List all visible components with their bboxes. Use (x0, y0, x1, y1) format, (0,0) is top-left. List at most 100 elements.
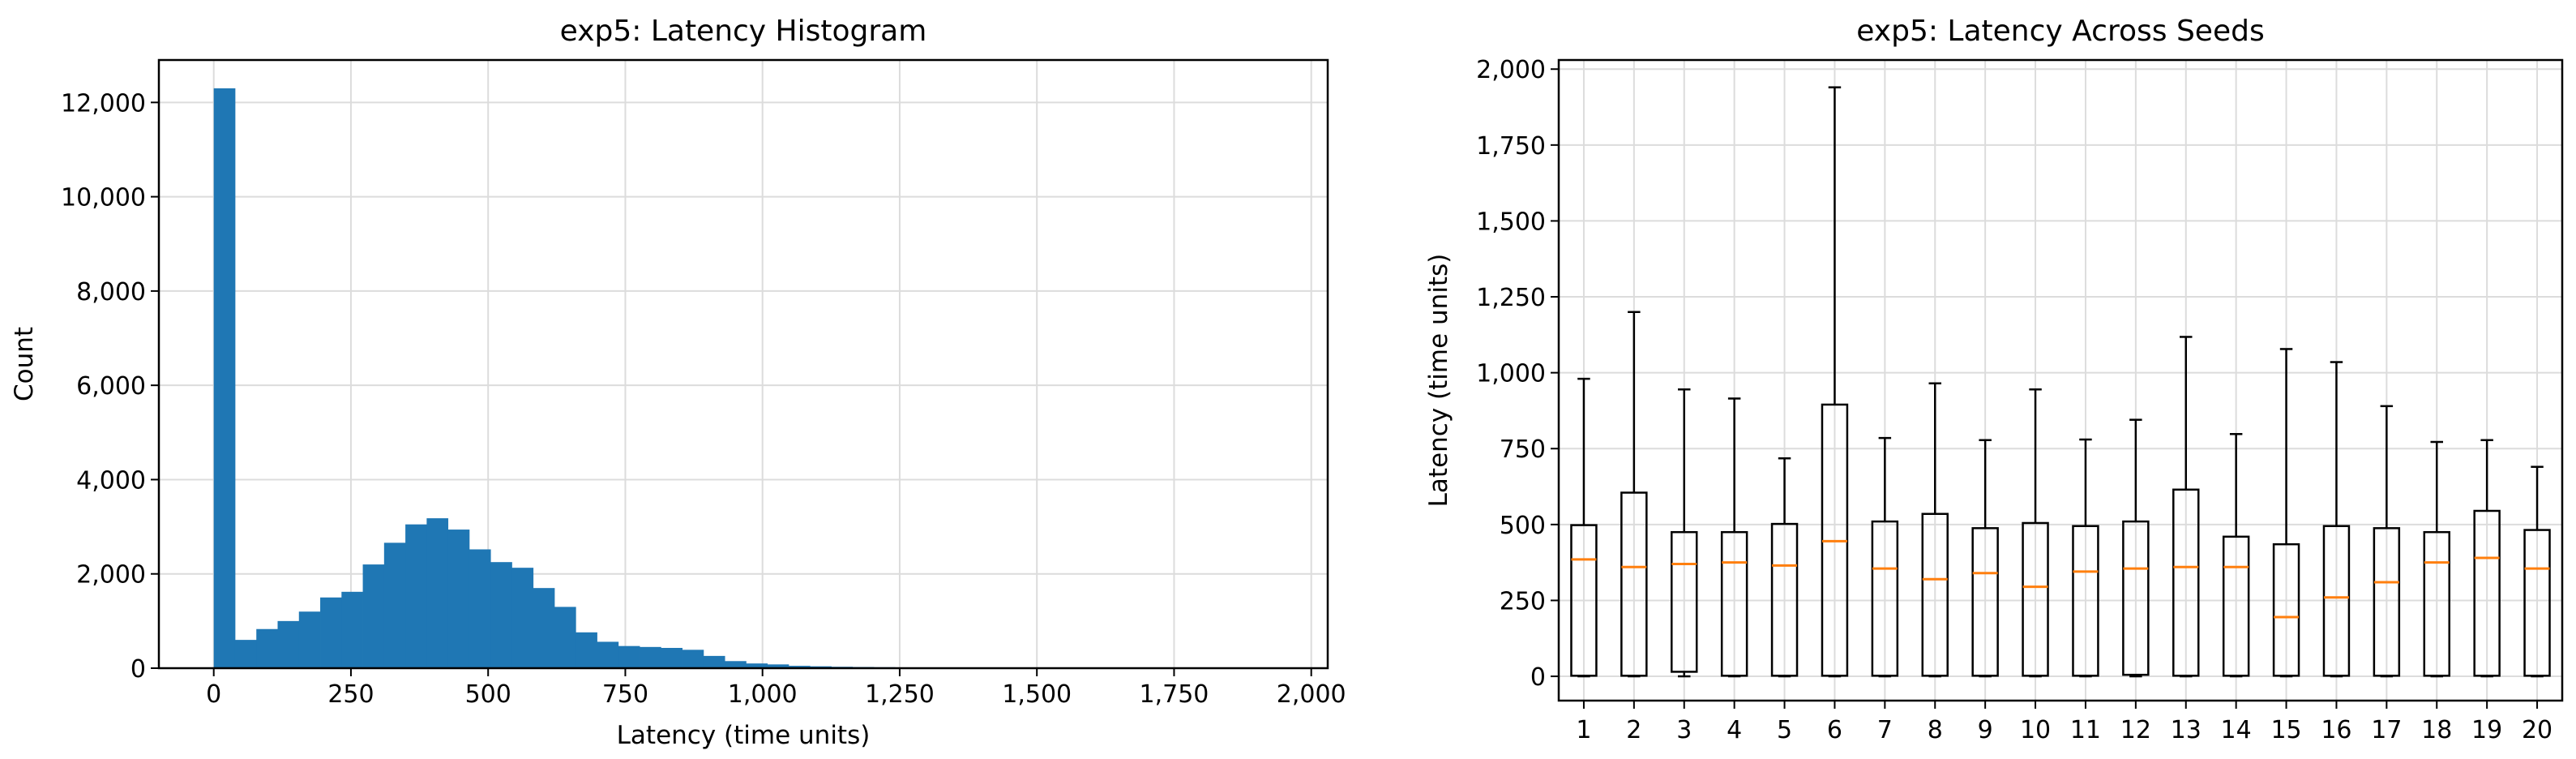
histogram-bar (618, 645, 640, 668)
histogram-x-tick-label: 2,000 (1277, 680, 1346, 709)
box-seed-9 (1971, 439, 1999, 678)
histogram-x-tick-label: 0 (206, 680, 221, 709)
boxplot-y-tick-label: 750 (1500, 435, 1546, 464)
box-seed-2 (1620, 311, 1648, 678)
box-iqr (2322, 525, 2351, 677)
boxplot-y-ticks: 0 250 500 750 1,000 1,250 1,500 1,750 2,000 (1476, 56, 1559, 692)
box-seed-3 (1671, 388, 1698, 678)
boxplot-x-tick-label: 17 (2371, 716, 2402, 744)
boxplot-grid (1559, 60, 2562, 701)
histogram-bar (469, 549, 491, 668)
boxplot-x-tick-label: 2 (1626, 716, 1641, 744)
box-iqr (1671, 530, 1698, 673)
box-seed-11 (2072, 438, 2099, 678)
histogram-bar (298, 611, 321, 668)
histogram-x-tick-label: 500 (465, 680, 511, 709)
boxplot-boxes (1570, 86, 2551, 678)
histogram-title: exp5: Latency Histogram (560, 15, 927, 48)
boxplot-x-tick-label: 12 (2120, 716, 2151, 744)
boxplot-x-tick-label: 1 (1576, 716, 1591, 744)
histogram-bar (767, 664, 789, 668)
box-iqr (1971, 527, 1999, 677)
box-iqr (1921, 512, 1949, 677)
box-iqr (2423, 530, 2450, 677)
boxplot-y-tick-label: 1,000 (1476, 360, 1546, 388)
histogram-bar (703, 655, 725, 668)
box-iqr (1620, 491, 1648, 677)
histogram-bar (576, 632, 597, 668)
box-seed-1 (1570, 377, 1598, 678)
box-iqr (1570, 524, 1598, 677)
boxplot-y-tick-label: 500 (1500, 512, 1546, 540)
histogram-bar (661, 648, 683, 668)
box-iqr (2022, 521, 2049, 677)
histogram-bar (597, 641, 619, 668)
histogram-x-tick-label: 1,250 (865, 680, 935, 709)
box-seed-13 (2172, 336, 2200, 678)
histogram-bar (511, 568, 534, 668)
histogram-x-ticks: 0 250 500 750 1,000 1,250 1,500 1,750 2,000 (206, 668, 1346, 709)
box-iqr (2473, 509, 2501, 677)
histogram-bar (640, 646, 661, 668)
histogram-bar (341, 591, 363, 668)
histogram-bar (490, 562, 512, 668)
boxplot-x-tick-label: 9 (1978, 716, 1993, 744)
box-seed-8 (1921, 382, 1949, 678)
box-iqr (2272, 542, 2300, 677)
box-iqr (2523, 529, 2551, 677)
histogram-y-tick-label: 12,000 (61, 89, 146, 118)
histogram-y-tick-label: 4,000 (76, 466, 146, 495)
boxplot-x-tick-label: 11 (2070, 716, 2101, 744)
boxplot-x-ticks: 1 2 3 4 5 6 7 8 9 10 11 12 13 14 15 16 17 18 19 20 (1576, 701, 2552, 744)
boxplot-x-tick-label: 10 (2020, 716, 2051, 744)
box-seed-17 (2373, 405, 2401, 678)
histogram-y-tick-label: 6,000 (76, 372, 146, 401)
boxplot-y-axis-label: Latency (time units) (1424, 254, 1453, 508)
latency-across-seeds-boxplot: 1 2 3 4 5 6 7 8 9 10 11 12 13 14 15 16 17 18 19 20 02505007… (1424, 15, 2564, 744)
histogram-bar (682, 650, 704, 668)
box-seed-5 (1770, 457, 1799, 678)
histogram-bar (277, 620, 300, 668)
box-seed-14 (2222, 433, 2250, 678)
histogram-y-ticks: 0 2,000 4,000 6,000 8,000 10,000 12,000 (61, 89, 159, 684)
box-iqr (1770, 522, 1799, 677)
box-seed-16 (2322, 361, 2351, 678)
boxplot-y-tick-label: 250 (1500, 587, 1546, 615)
histogram-frame (157, 58, 1329, 670)
boxplot-x-tick-label: 14 (2221, 716, 2252, 744)
box-seed-4 (1720, 397, 1748, 678)
box-seed-19 (2473, 439, 2501, 678)
histogram-x-tick-label: 1,500 (1002, 680, 1072, 709)
box-seed-15 (2272, 348, 2300, 678)
boxplot-x-tick-label: 15 (2270, 716, 2301, 744)
histogram-x-tick-label: 1,000 (728, 680, 798, 709)
histogram-x-tick-label: 750 (602, 680, 648, 709)
box-iqr (2373, 527, 2401, 677)
histogram-bar (320, 597, 342, 668)
latency-histogram: 0 250 500 750 1,000 1,250 1,500 1,750 2,000 0 2,0… (10, 15, 1346, 750)
histogram-bar (213, 88, 236, 668)
box-seed-18 (2423, 440, 2450, 678)
histogram-grid (159, 60, 1328, 669)
boxplot-y-tick-label: 1,750 (1476, 132, 1546, 161)
histogram-bar (788, 666, 811, 668)
histogram-bar (533, 588, 555, 668)
boxplot-y-tick-label: 0 (1530, 663, 1546, 692)
histogram-bar (426, 518, 449, 668)
boxplot-y-tick-label: 2,000 (1476, 56, 1546, 84)
boxplot-x-tick-label: 18 (2421, 716, 2452, 744)
boxplot-x-tick-label: 4 (1727, 716, 1742, 744)
box-iqr (1720, 530, 1748, 677)
histogram-y-tick-label: 8,000 (76, 278, 146, 307)
histogram-bars (213, 88, 1300, 668)
histogram-bar (746, 663, 768, 668)
boxplot-frame (1557, 58, 2564, 702)
boxplot-x-tick-label: 19 (2471, 716, 2502, 744)
histogram-bar (256, 628, 278, 668)
histogram-bar (447, 530, 470, 668)
histogram-bar (234, 640, 257, 668)
box-seed-6 (1821, 86, 1849, 678)
box-iqr (2122, 520, 2150, 676)
boxplot-y-tick-label: 1,500 (1476, 208, 1546, 236)
